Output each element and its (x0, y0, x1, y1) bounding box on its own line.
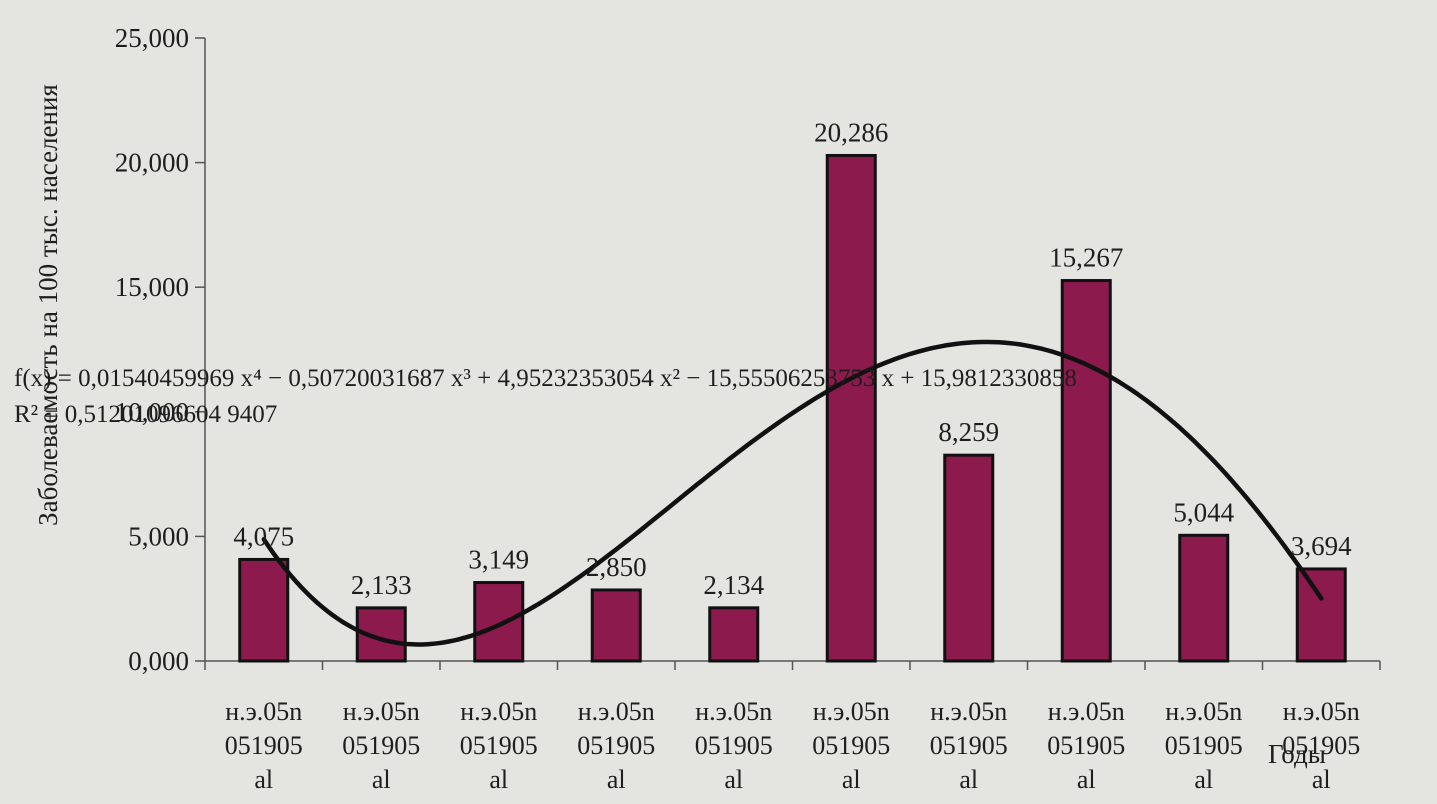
data-label: 2,134 (703, 570, 764, 600)
x-tick-label: н.э.05n (225, 697, 302, 726)
x-tick-label: 051905 (930, 731, 1008, 760)
data-label: 2,133 (351, 570, 412, 600)
x-tick-label: н.э.05n (578, 697, 655, 726)
x-tick-label: al (1194, 765, 1213, 794)
data-label: 4,075 (233, 521, 294, 551)
chart-axes: 0,000 5,000 10,000 15,000 20,000 25,000 (115, 23, 1381, 676)
x-tick-label: 051905 (460, 731, 538, 760)
bar (590, 588, 642, 663)
x-tick-label: 051905 (812, 731, 890, 760)
x-tick-label: al (489, 765, 508, 794)
bar (238, 557, 290, 663)
x-tick-label: 051905 (1047, 731, 1125, 760)
x-tick-label: al (1312, 765, 1331, 794)
data-label: 3,149 (468, 545, 529, 575)
trendline-equation: f(x) = 0,01540459969 x⁴ − 0,50720031687 … (14, 365, 1077, 392)
x-tick-label: al (959, 765, 978, 794)
y-tick-label: 25,000 (115, 23, 189, 53)
data-label: 15,267 (1049, 243, 1123, 273)
x-tick-label: 051905 (1165, 731, 1243, 760)
x-tick-label: н.э.05n (1165, 697, 1242, 726)
x-tick-label: al (372, 765, 391, 794)
x-tick-label: н.э.05n (695, 697, 772, 726)
bar (825, 153, 877, 663)
x-tick-label: н.э.05n (1283, 697, 1360, 726)
x-tick-label: 051905 (577, 731, 655, 760)
data-label: 20,286 (814, 117, 888, 147)
data-label: 5,044 (1173, 497, 1234, 527)
x-axis-title: Годы (1268, 739, 1326, 769)
x-tick-label: н.э.05n (930, 697, 1007, 726)
trendline (261, 339, 1324, 647)
x-tick-label: al (607, 765, 626, 794)
bar (943, 453, 995, 663)
trendline-group (261, 339, 1324, 647)
bar (1060, 279, 1112, 663)
x-tick-label: н.э.05n (1048, 697, 1125, 726)
x-category-labels: н.э.05n 051905 al н.э.05n 051905 al н.э.05n 051… (225, 697, 1361, 794)
y-tick-label: 0,000 (128, 646, 189, 676)
x-tick-label: al (1077, 765, 1096, 794)
y-tick-label: 5,000 (128, 521, 189, 551)
x-tick-label: 051905 (225, 731, 303, 760)
bar (708, 606, 760, 663)
data-label: 2,850 (586, 552, 647, 582)
x-tick-label: 051905 (695, 731, 773, 760)
x-tick-label: 051905 (1282, 731, 1360, 760)
data-label: 8,259 (938, 417, 999, 447)
data-labels: 4,075 2,133 3,149 2,850 2,134 20,286 8,259 15,2… (233, 117, 1352, 599)
trendline-r-squared: R² = 0,51201096604 9407 (14, 401, 277, 428)
x-tick-label: al (254, 765, 273, 794)
bar (473, 581, 525, 663)
bar-series (238, 153, 1347, 663)
y-tick-label: 20,000 (115, 148, 189, 178)
y-tick-label: 10,000 (115, 397, 189, 427)
data-label: 3,694 (1291, 531, 1352, 561)
y-axis-title: Заболеваемость на 100 тыс. населения (33, 84, 63, 526)
y-tick-label: 15,000 (115, 272, 189, 302)
bar (1178, 533, 1230, 663)
x-tick-label: al (842, 765, 861, 794)
x-tick-label: н.э.05n (460, 697, 537, 726)
x-tick-label: 051905 (342, 731, 420, 760)
bar (1295, 567, 1347, 663)
x-tick-label: н.э.05n (813, 697, 890, 726)
x-tick-label: al (724, 765, 743, 794)
x-tick-label: н.э.05n (343, 697, 420, 726)
